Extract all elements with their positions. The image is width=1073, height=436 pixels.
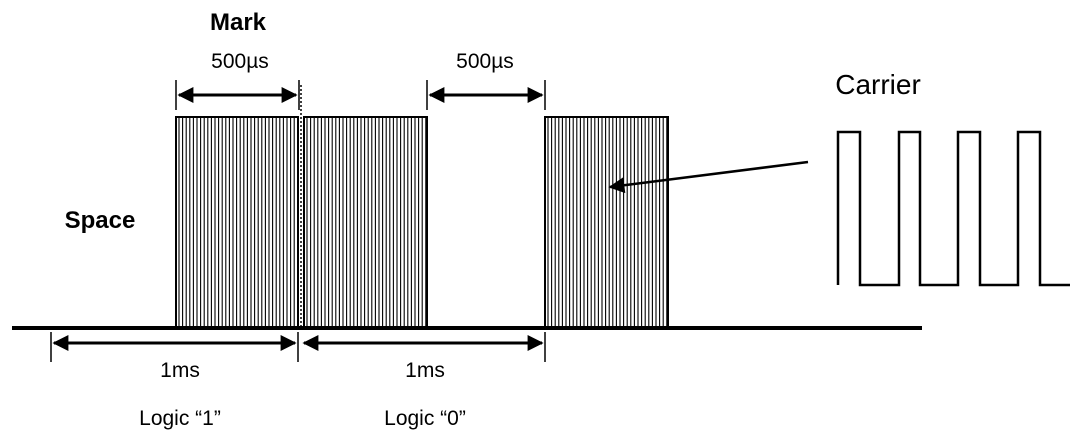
logic-one-label: Logic “1” xyxy=(139,407,221,430)
carrier-pointer-arrow xyxy=(608,160,809,194)
burst-outline xyxy=(303,116,428,328)
burst-outline xyxy=(544,116,669,328)
carrier-burst-2 xyxy=(303,116,428,328)
carrier-waveform xyxy=(836,130,1070,287)
space-label: Space xyxy=(65,207,136,234)
mark-duration-label: 500µs xyxy=(211,50,269,73)
logic-zero-label: Logic “0” xyxy=(384,407,466,430)
mark-label: Mark xyxy=(210,9,267,36)
bit1-duration-label: 1ms xyxy=(160,359,200,382)
bit0-duration-label: 1ms xyxy=(405,359,445,382)
carrier-burst-3 xyxy=(544,116,669,328)
carrier-label: Carrier xyxy=(835,69,921,100)
carrier-burst-1 xyxy=(175,116,299,328)
space-duration-label: 500µs xyxy=(456,50,514,73)
